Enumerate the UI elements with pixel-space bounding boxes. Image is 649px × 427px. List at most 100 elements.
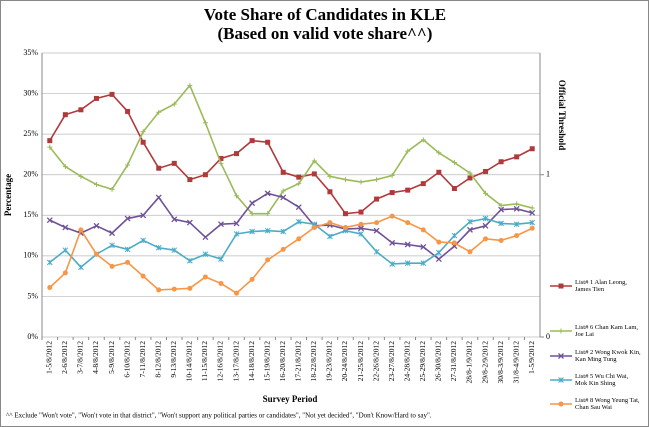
y-tick-label: 10%	[23, 251, 38, 260]
x-tick-label: 11-15/8/2012	[200, 341, 209, 381]
x-tick-label: 10-14/8/2012	[185, 341, 194, 382]
x-tick-label: 13-17/8/2012	[231, 341, 240, 382]
marker	[109, 230, 115, 237]
marker	[451, 240, 457, 246]
chart-subtitle: (Based on valid vote share^^)	[218, 24, 433, 43]
marker	[93, 95, 99, 101]
marker	[529, 225, 535, 231]
x-tick-label: 28/8-1/9/2012	[465, 341, 474, 384]
x-tick-label: 2-6/8/2012	[60, 341, 69, 374]
marker	[171, 216, 178, 223]
marker	[187, 177, 193, 183]
marker	[171, 286, 177, 292]
marker	[529, 205, 535, 211]
y2-axis-title: Official Threshold	[557, 80, 567, 150]
x-tick-label: 12-16/8/2012	[216, 341, 225, 382]
marker	[249, 228, 255, 235]
series-line	[49, 217, 533, 269]
marker	[46, 259, 53, 266]
x-tick-label: 26-30/8/2012	[434, 341, 443, 382]
y-tick-label: 35%	[23, 48, 38, 57]
marker	[234, 290, 240, 296]
x-tick-label: 30/8-3/9/2012	[496, 341, 505, 384]
x-tick-label: 24-28/8/2012	[402, 341, 411, 382]
marker	[155, 194, 162, 201]
marker	[218, 256, 224, 262]
marker	[358, 209, 364, 215]
marker	[295, 218, 302, 225]
marker	[482, 222, 489, 229]
marker	[156, 165, 162, 171]
marker	[342, 211, 348, 217]
marker	[483, 236, 489, 242]
marker	[109, 242, 115, 249]
marker	[514, 233, 520, 239]
marker	[171, 101, 177, 107]
x-tick-label: 29/8-2/9/2012	[480, 341, 489, 384]
marker	[420, 181, 426, 187]
marker	[186, 257, 193, 264]
marker	[93, 181, 99, 187]
marker	[420, 243, 427, 250]
marker	[327, 220, 333, 226]
marker	[374, 196, 380, 202]
marker	[62, 164, 68, 170]
marker	[358, 179, 364, 185]
marker	[483, 168, 489, 174]
marker	[483, 190, 489, 196]
marker	[342, 177, 348, 183]
series	[46, 190, 536, 263]
marker	[311, 158, 317, 164]
marker	[373, 248, 380, 255]
marker	[529, 219, 536, 226]
marker	[186, 219, 193, 226]
marker	[435, 256, 442, 263]
marker	[140, 273, 146, 279]
marker	[233, 231, 240, 237]
marker	[202, 234, 209, 241]
marker	[249, 138, 255, 144]
y-axis-title: Percentage	[3, 174, 13, 216]
marker	[558, 283, 564, 289]
marker	[109, 186, 115, 192]
marker	[327, 233, 333, 240]
marker	[558, 377, 564, 383]
series-line	[49, 215, 533, 295]
marker	[529, 209, 536, 216]
marker	[558, 328, 564, 334]
x-axis-title: Survey Period	[263, 394, 318, 404]
marker	[389, 213, 395, 219]
marker	[451, 160, 457, 166]
marker	[47, 285, 53, 291]
marker	[78, 173, 84, 179]
chart-title: Vote Share of Candidates in KLE	[204, 5, 446, 24]
marker	[171, 247, 178, 254]
x-tick-label: 22-26/8/2012	[371, 341, 380, 382]
series	[47, 82, 535, 217]
marker	[467, 175, 473, 181]
marker	[405, 148, 411, 154]
marker	[280, 246, 286, 252]
marker	[93, 251, 99, 257]
series	[46, 215, 536, 271]
marker	[218, 280, 224, 286]
marker	[514, 154, 520, 160]
marker	[124, 246, 131, 253]
marker	[202, 274, 208, 280]
marker	[405, 187, 411, 193]
legend-label: List# 5 Wu Chi Wai, Mok Kin Shing	[575, 373, 629, 387]
marker	[202, 172, 208, 178]
marker	[311, 171, 317, 177]
marker	[498, 220, 504, 227]
marker	[467, 170, 473, 176]
y-tick-label: 30%	[23, 88, 38, 97]
marker	[374, 220, 380, 226]
series	[47, 213, 535, 296]
marker	[249, 200, 256, 207]
x-tick-label: 8-12/8/2012	[153, 341, 162, 378]
marker	[46, 217, 53, 224]
y-tick-label: 20%	[23, 170, 38, 179]
marker	[171, 160, 177, 166]
marker	[467, 249, 473, 255]
